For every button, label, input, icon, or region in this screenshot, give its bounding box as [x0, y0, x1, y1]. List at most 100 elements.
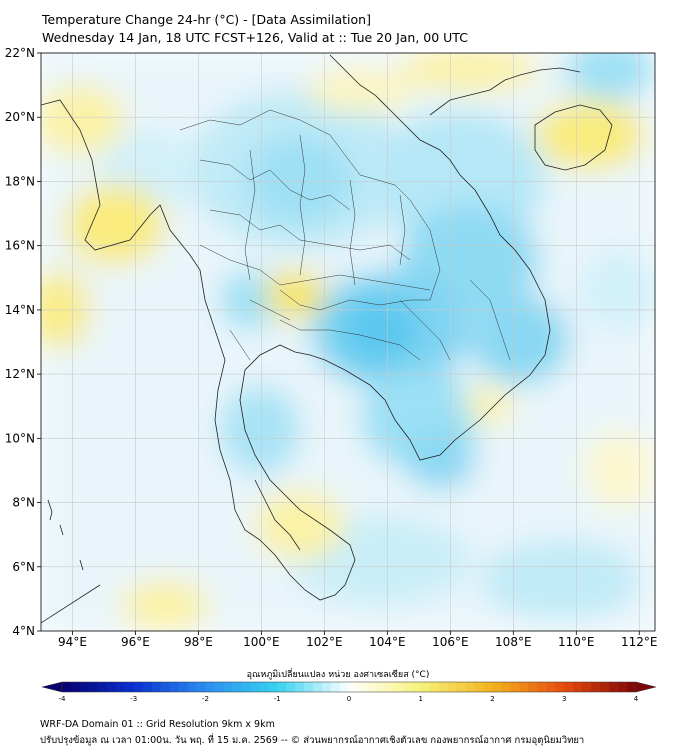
lat-label: 18°N	[5, 174, 35, 188]
colorbar-segment	[340, 682, 350, 692]
lon-label: 104°E	[369, 635, 406, 649]
colorbar-segment	[313, 682, 323, 692]
colorbar-segment	[510, 682, 520, 692]
lat-label: 20°N	[5, 110, 35, 124]
map-subtitle: Wednesday 14 Jan, 18 UTC FCST+126, Valid…	[42, 30, 468, 45]
colorbar-segment	[528, 682, 538, 692]
lat-label: 10°N	[5, 431, 35, 445]
colorbar-segment	[286, 682, 296, 692]
lat-label: 4°N	[12, 624, 35, 638]
colorbar-segment	[375, 682, 386, 692]
colorbar-max-arrow	[635, 681, 657, 693]
colorbar-title: อุณหภูมิเปลี่ยนแปลง หน่วย องศาเซลเซียส (…	[246, 670, 430, 680]
colorbar-segment	[627, 682, 637, 692]
coastlines	[41, 54, 613, 624]
colorbar-segment	[223, 682, 233, 692]
colorbar-segment	[465, 682, 475, 692]
colorbar-segment	[196, 682, 206, 692]
colorbar-segment	[429, 682, 440, 692]
colorbar-tick-label: 4	[634, 695, 639, 703]
colorbar-segment	[366, 682, 377, 692]
colorbar-tick-label: -3	[130, 695, 137, 703]
colorbar-segment	[555, 682, 565, 692]
lat-label: 14°N	[5, 303, 35, 317]
colorbar-segment	[70, 682, 81, 692]
lon-label: 100°E	[243, 635, 280, 649]
colorbar-segment	[97, 682, 108, 692]
colorbar-segment	[609, 682, 619, 692]
map-title: Temperature Change 24-hr (°C) - [Data As…	[42, 12, 371, 27]
colorbar-segment	[591, 682, 601, 692]
longitude-labels: 94°E 96°E 98°E 100°E 102°E 104°E 106°E 108°E 110…	[58, 631, 658, 649]
colorbar-segment	[106, 682, 117, 692]
colorbar-segment	[582, 682, 592, 692]
colorbar-tick-label: 1	[419, 695, 423, 703]
map-border	[40, 52, 656, 632]
colorbar-segment	[402, 682, 413, 692]
colorbar-segment	[411, 682, 422, 692]
colorbar-segment	[393, 682, 404, 692]
colorbar-segment	[322, 682, 332, 692]
lat-label: 12°N	[5, 367, 35, 381]
colorbar-segment	[178, 682, 188, 692]
colorbar-segment	[277, 682, 287, 692]
colorbar-segment	[250, 682, 260, 692]
colorbar-min-arrow	[41, 681, 63, 693]
colorbar-segment	[205, 682, 215, 692]
colorbar-tick-label: 2	[490, 695, 494, 703]
lon-label: 102°E	[306, 635, 343, 649]
colorbar-segment	[241, 682, 251, 692]
colorbar-segment	[259, 682, 269, 692]
footer-resolution: WRF-DA Domain 01 :: Grid Resolution 9km …	[40, 719, 275, 730]
colorbar-segment	[600, 682, 610, 692]
colorbar-segment	[232, 682, 242, 692]
boundaries	[179, 109, 511, 361]
colorbar-segment	[357, 682, 368, 692]
latitude-labels: 22°N 20°N 18°N 16°N 14°N 12°N 10°N 8°N 6°N 4°N	[5, 46, 41, 638]
colorbar-segment	[160, 682, 171, 692]
colorbar-segment	[384, 682, 395, 692]
colorbar-tick-label: -2	[202, 695, 209, 703]
lon-label: 110°E	[558, 635, 595, 649]
temperature-field	[41, 53, 655, 631]
colorbar-tick-label: -1	[274, 695, 281, 703]
lon-label: 94°E	[58, 635, 87, 649]
colorbar-segment	[169, 682, 179, 692]
colorbar-segment	[519, 682, 529, 692]
colorbar-segment	[438, 682, 449, 692]
colorbar-segment	[573, 682, 583, 692]
colorbar-segment	[88, 682, 99, 692]
lon-label: 106°E	[432, 635, 469, 649]
lat-label: 6°N	[12, 560, 35, 574]
colorbar-segment	[474, 682, 484, 692]
lon-label: 96°E	[121, 635, 150, 649]
lon-label: 98°E	[184, 635, 213, 649]
colorbar-segment	[501, 682, 511, 692]
colorbar-segment	[115, 682, 126, 692]
colorbar-segment	[546, 682, 556, 692]
colorbar-segment	[492, 682, 502, 692]
colorbar-segment	[349, 682, 359, 692]
colorbar-segment	[564, 682, 574, 692]
colorbar-segment	[268, 682, 278, 692]
lon-label: 108°E	[495, 635, 532, 649]
colorbar-tick-label: -4	[59, 695, 67, 703]
lat-label: 8°N	[12, 496, 35, 510]
colorbar-segment	[79, 682, 90, 692]
lat-label: 22°N	[5, 46, 35, 60]
colorbar-segment	[187, 682, 197, 692]
colorbar-outline	[61, 681, 637, 693]
colorbar-segment	[295, 682, 305, 692]
colorbar-segment	[456, 682, 466, 692]
colorbar-tick-label: 3	[562, 695, 566, 703]
colorbar-segment	[447, 682, 458, 692]
lat-label: 16°N	[5, 239, 35, 253]
colorbar-segment	[214, 682, 224, 692]
colorbar-segment	[618, 682, 628, 692]
colorbar	[41, 681, 657, 693]
colorbar-segment	[62, 682, 72, 692]
colorbar-segment	[537, 682, 547, 692]
colorbar-segment	[142, 682, 153, 692]
footer-credit: ปรับปรุงข้อมูล ณ เวลา 01:00น. วัน พฤ. ที…	[40, 735, 585, 746]
